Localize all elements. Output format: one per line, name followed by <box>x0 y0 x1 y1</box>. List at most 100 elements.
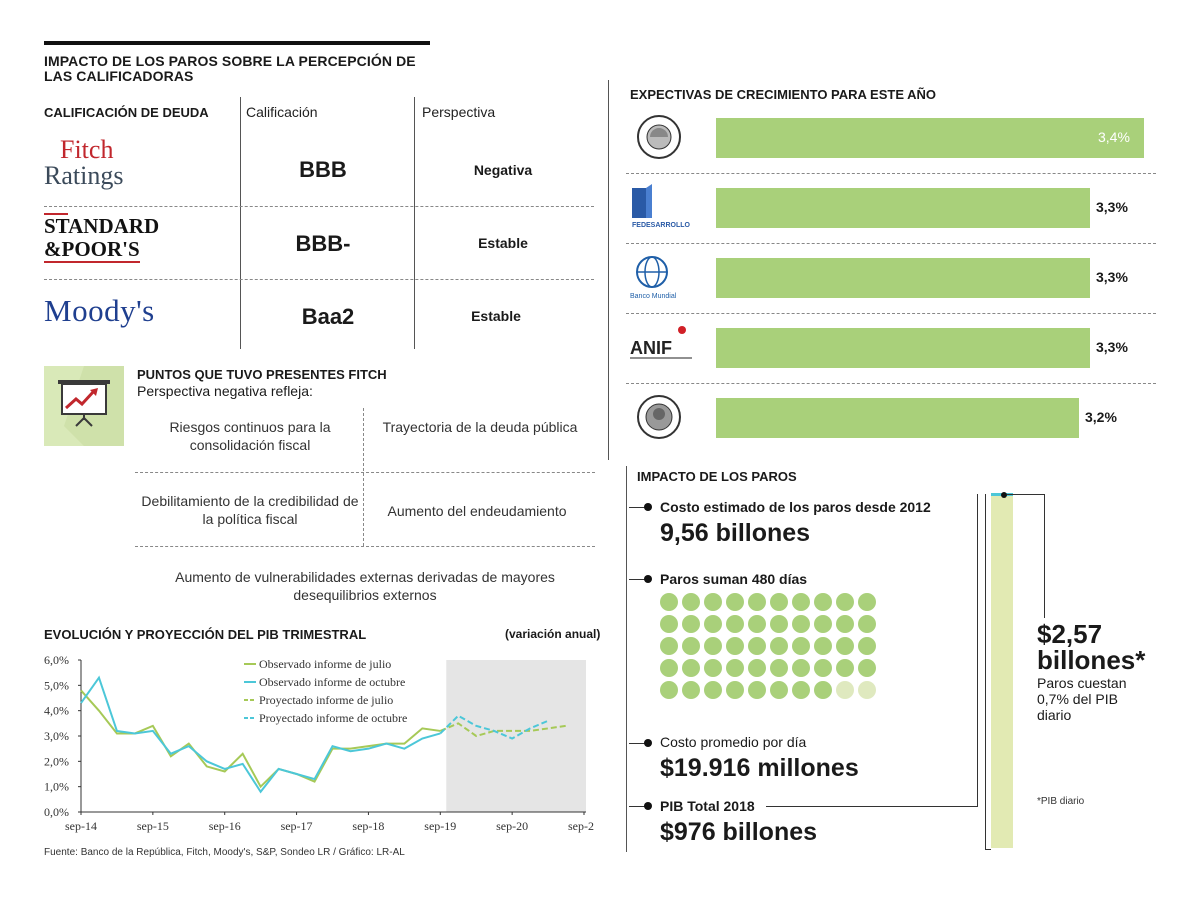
legend-label: Observado informe de julio <box>259 657 391 671</box>
connector <box>629 507 645 508</box>
fitch-logo: Fitch Ratings <box>44 137 144 197</box>
points-divider-h <box>135 472 595 473</box>
day-dot <box>660 615 678 633</box>
impact-divider <box>626 466 627 852</box>
cost-value: 9,56 billones <box>660 519 811 547</box>
bullet-dot <box>644 575 652 583</box>
day-dot <box>858 615 876 633</box>
day-dot <box>770 659 788 677</box>
column-divider-1 <box>240 97 241 349</box>
day-dot <box>770 615 788 633</box>
legend-label: Proyectado informe de julio <box>259 693 393 707</box>
day-dot <box>792 681 810 699</box>
y-tick-label: 3,0% <box>44 729 69 743</box>
org-logo-3: Banco Mundial <box>626 254 692 300</box>
day-dot <box>660 637 678 655</box>
svg-text:Banco Mundial: Banco Mundial <box>630 293 677 300</box>
org-logo-2: FEDESARROLLO <box>626 184 692 230</box>
day-dot <box>814 615 832 633</box>
footnote: *PIB diario <box>1037 796 1085 807</box>
projection-shade <box>446 660 586 812</box>
y-tick-label: 5,0% <box>44 678 69 692</box>
growth-bar-label: 3,4% <box>1098 129 1130 145</box>
day-dot <box>814 637 832 655</box>
day-dot <box>704 681 722 699</box>
pib-bar-bracket <box>985 494 991 850</box>
moodys-outlook: Estable <box>471 308 521 324</box>
day-dot <box>836 681 854 699</box>
y-tick-label: 2,0% <box>44 754 69 768</box>
day-dot <box>836 615 854 633</box>
outlook-column-header: Perspectiva <box>422 104 496 120</box>
chart-subtitle: (variación anual) <box>505 627 601 641</box>
gdp-line-chart: 6,0% 5,0% 4,0% 3,0% 2,0% 1,0% 0,0%sep-14 sep-15… <box>44 653 594 833</box>
x-tick-label: sep-15 <box>137 819 169 833</box>
day-dot <box>748 593 766 611</box>
source-note: Fuente: Banco de la República, Fitch, Mo… <box>44 847 405 858</box>
growth-bar <box>716 328 1090 368</box>
point-fiscal-consolidation: Riesgos continuos para la consolidación … <box>169 419 331 453</box>
day-dot <box>770 681 788 699</box>
days-label: Paros suman 480 días <box>660 571 808 587</box>
day-dot <box>748 637 766 655</box>
y-tick-label: 4,0% <box>44 704 69 718</box>
growth-bar-label: 3,3% <box>1096 269 1128 285</box>
growth-bar-label: 3,2% <box>1085 409 1117 425</box>
bullet-dot <box>644 503 652 511</box>
x-tick-label: sep-19 <box>424 819 456 833</box>
connector <box>629 743 645 744</box>
x-tick-label: sep-16 <box>209 819 241 833</box>
day-dot <box>748 659 766 677</box>
row-separator <box>626 173 1156 174</box>
sp-logo: STANDARD &POOR'S <box>44 213 160 263</box>
day-dot <box>660 593 678 611</box>
day-dot <box>682 681 700 699</box>
day-dot <box>792 659 810 677</box>
growth-bar-label: 3,3% <box>1096 339 1128 355</box>
y-tick-label: 1,0% <box>44 780 69 794</box>
sp-outlook: Estable <box>478 235 528 251</box>
row-separator <box>44 279 594 280</box>
day-dot <box>660 659 678 677</box>
day-dot <box>704 593 722 611</box>
day-dot <box>726 615 744 633</box>
org-logo-4: ANIF <box>626 324 692 370</box>
x-tick-label: sep-17 <box>281 819 313 833</box>
day-dot <box>792 637 810 655</box>
growth-title: EXPECTIVAS DE CRECIMIENTO PARA ESTE AÑO <box>630 87 937 102</box>
pib-value: $976 billones <box>660 818 818 846</box>
day-dot <box>682 593 700 611</box>
day-dot <box>682 637 700 655</box>
debt-column-header: CALIFICACIÓN DE DEUDA <box>44 105 209 120</box>
x-tick-label: sep-21 <box>568 819 594 833</box>
day-dot <box>858 681 876 699</box>
row-separator <box>44 206 594 207</box>
impact-title: IMPACTO DE LOS PAROS <box>637 469 797 484</box>
pib-bracket <box>977 494 978 807</box>
ratings-title: IMPACTO DE LOS PAROS SOBRE LA PERCEPCIÓN… <box>44 53 416 84</box>
x-tick-label: sep-18 <box>352 819 384 833</box>
day-dot <box>814 659 832 677</box>
growth-bar <box>716 188 1090 228</box>
fitch-points-title: PUNTOS QUE TUVO PRESENTES FITCH <box>137 367 387 382</box>
fitch-points-subtitle: Perspectiva negativa refleja: <box>137 383 313 399</box>
title-rule <box>44 41 430 45</box>
daily-connector-v <box>1044 494 1045 618</box>
org-logo-1 <box>626 114 692 160</box>
pib-label: PIB Total 2018 <box>660 798 755 814</box>
bullet-dot <box>644 739 652 747</box>
day-dot <box>814 593 832 611</box>
bullet-dot <box>1001 492 1007 498</box>
growth-bar <box>716 258 1090 298</box>
y-tick-label: 6,0% <box>44 653 69 667</box>
avg-value: $19.916 millones <box>660 754 859 782</box>
fitch-rating: BBB <box>299 157 347 182</box>
point-external-vulnerabilities: Aumento de vulnerabilidades externas der… <box>175 569 555 603</box>
day-dot <box>792 615 810 633</box>
svg-text:ANIF: ANIF <box>630 338 672 358</box>
avg-label: Costo promedio por día <box>660 734 807 750</box>
daily-connector <box>1007 494 1044 495</box>
point-fiscal-credibility: Debilitamiento de la credibilidad de la … <box>141 493 359 527</box>
cost-label: Costo estimado de los paros desde 2012 <box>660 499 931 515</box>
day-dot <box>726 637 744 655</box>
